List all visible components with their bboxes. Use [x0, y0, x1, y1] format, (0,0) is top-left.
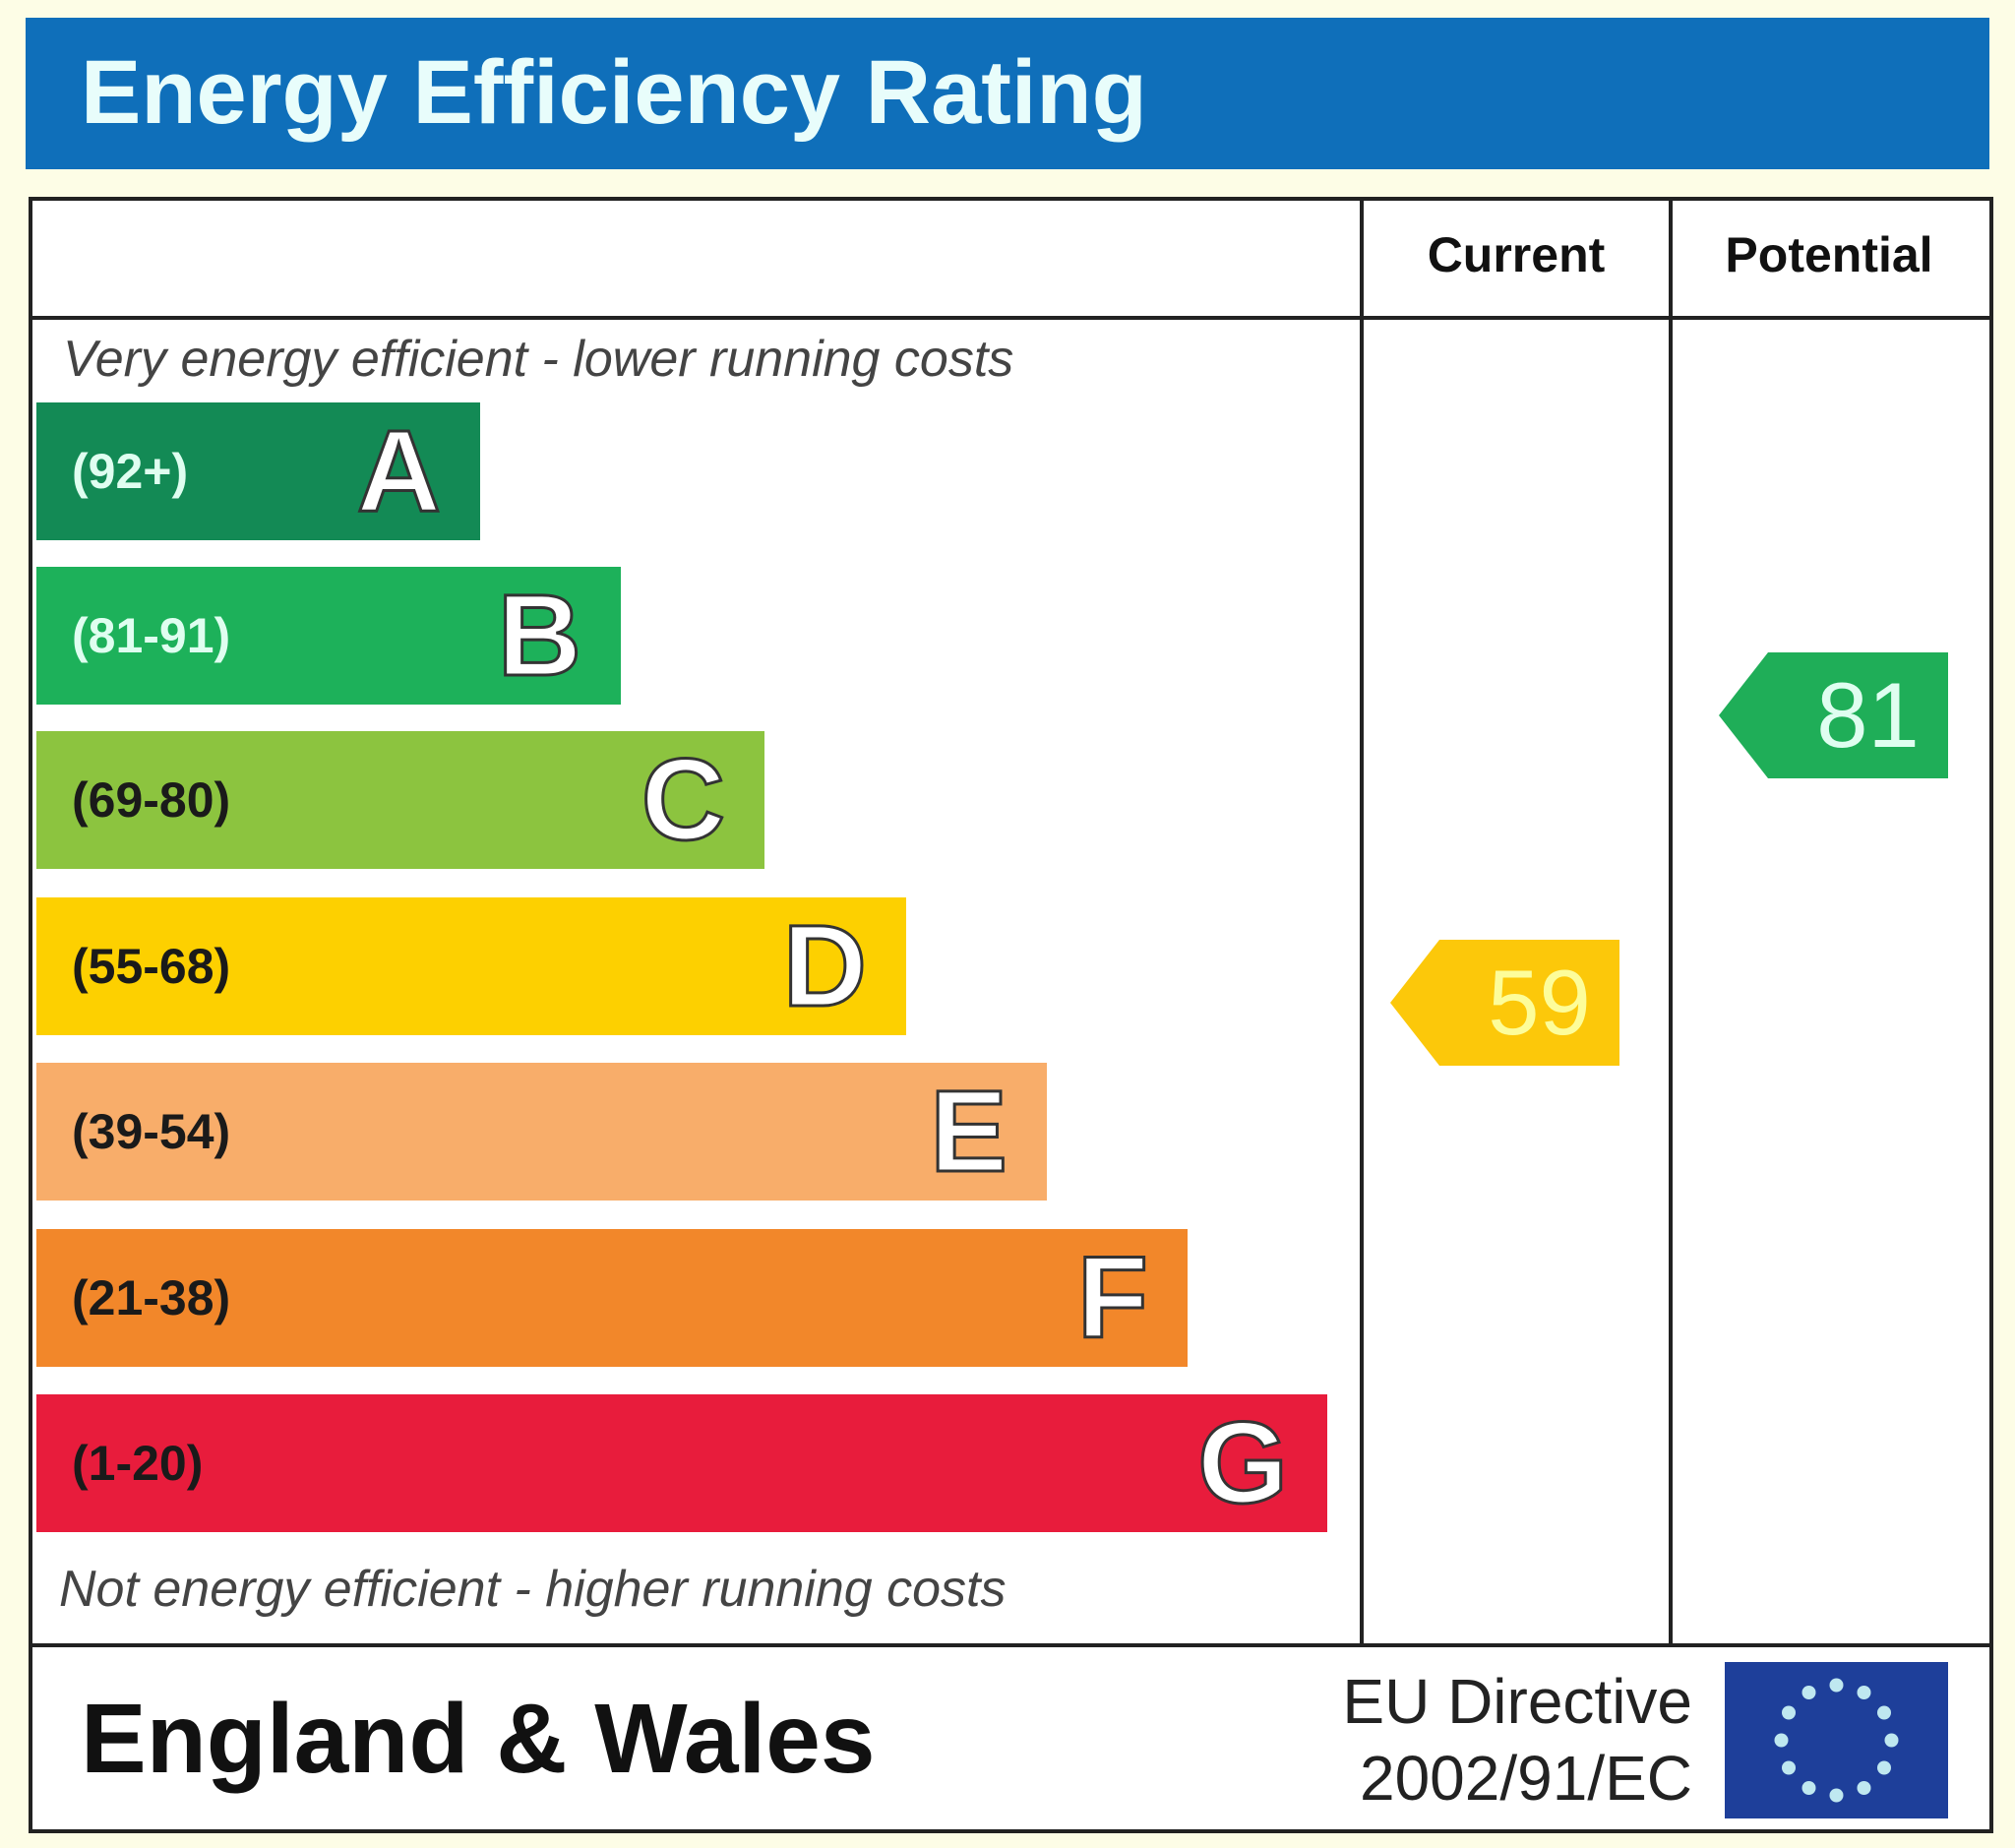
- band-letter: B: [496, 570, 582, 703]
- bottom-note: Not energy efficient - higher running co…: [59, 1561, 1007, 1618]
- top-note: Very energy efficient - lower running co…: [63, 331, 1014, 388]
- column-divider-current: [1360, 197, 1364, 1645]
- band-range: (81-91): [72, 608, 231, 663]
- current-rating-value: 59: [1488, 951, 1591, 1054]
- star-icon: [1801, 1686, 1816, 1700]
- chart-title: Energy Efficiency Rating: [81, 42, 1147, 143]
- band-bar-f: (21-38) F: [36, 1229, 1188, 1367]
- current-rating-arrow: 59: [1390, 940, 1619, 1066]
- title-bar: [26, 18, 1989, 169]
- band-range: (39-54): [72, 1104, 231, 1159]
- column-divider-potential: [1669, 197, 1673, 1645]
- current-arrow-shape: [1390, 940, 1619, 1066]
- star-icon: [1876, 1705, 1891, 1720]
- potential-arrow-shape: [1719, 652, 1948, 778]
- band-range: (1-20): [72, 1436, 204, 1491]
- band-letter: G: [1196, 1397, 1290, 1530]
- band-bar-b: (81-91) B: [36, 567, 621, 705]
- band-range: (92+): [72, 444, 189, 499]
- band-bar-a: (92+) A: [36, 402, 480, 540]
- star-icon: [1801, 1780, 1816, 1795]
- star-icon: [1829, 1788, 1844, 1803]
- potential-rating-value: 81: [1816, 663, 1920, 767]
- band-bar-g: (1-20) G: [36, 1394, 1327, 1532]
- band-letter: E: [929, 1066, 1009, 1199]
- eu-stars: [1774, 1678, 1899, 1803]
- star-icon: [1829, 1678, 1844, 1693]
- band-letter: C: [640, 734, 726, 867]
- column-header-potential: Potential: [1725, 227, 1933, 282]
- region-label: England & Wales: [81, 1684, 876, 1794]
- star-icon: [1782, 1705, 1797, 1720]
- eu-directive: EU Directive 2002/91/EC: [1299, 1663, 1692, 1817]
- star-icon: [1876, 1760, 1891, 1775]
- footer-divider: [29, 1643, 1993, 1647]
- band-letter: D: [781, 900, 868, 1033]
- star-icon: [1857, 1780, 1871, 1795]
- band-letter: A: [355, 405, 442, 538]
- star-icon: [1884, 1733, 1899, 1748]
- column-header-current: Current: [1427, 227, 1606, 282]
- star-icon: [1774, 1733, 1789, 1748]
- band-bar-d: (55-68) D: [36, 897, 906, 1035]
- directive-line1: EU Directive: [1342, 1666, 1692, 1737]
- band-range: (69-80): [72, 772, 231, 828]
- star-icon: [1857, 1686, 1871, 1700]
- star-icon: [1782, 1760, 1797, 1775]
- eu-flag-icon: [1725, 1662, 1948, 1818]
- band-bar-c: (69-80) C: [36, 731, 764, 869]
- potential-rating-arrow: 81: [1719, 652, 1948, 778]
- band-letter: F: [1075, 1232, 1149, 1365]
- band-bar-e: (39-54) E: [36, 1063, 1047, 1201]
- directive-line2: 2002/91/EC: [1359, 1743, 1692, 1814]
- band-range: (21-38): [72, 1270, 231, 1325]
- band-range: (55-68): [72, 939, 231, 994]
- header-divider: [29, 316, 1993, 320]
